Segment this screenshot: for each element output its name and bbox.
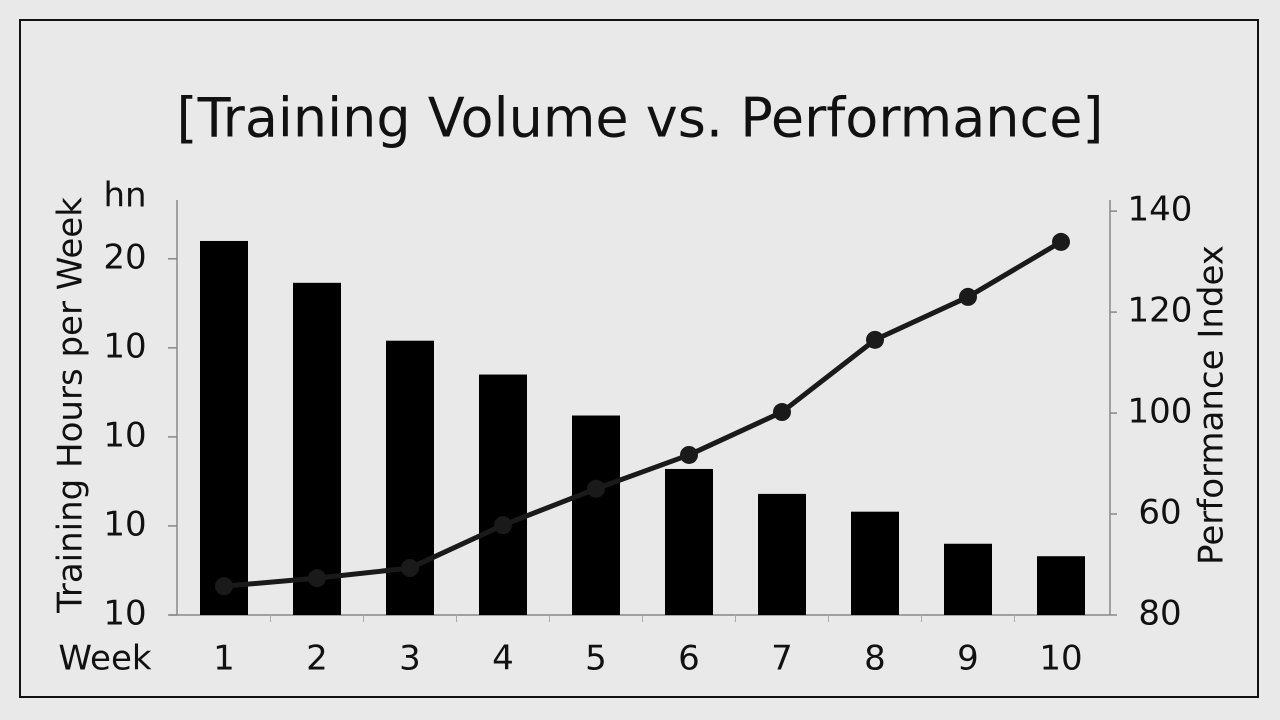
y2-tick-label: 140 — [1128, 190, 1193, 230]
line-marker — [680, 445, 698, 464]
y2-tick-label: 120 — [1128, 291, 1193, 331]
y-tick-label: 10 — [103, 594, 146, 634]
line-marker — [866, 330, 884, 349]
x-tick-label: 3 — [399, 639, 421, 679]
x-tick-label: 2 — [306, 639, 328, 679]
line — [223, 239, 1063, 589]
x-tick-label: 8 — [864, 639, 886, 679]
x-tick-label: 4 — [492, 639, 514, 679]
x-tick-label: 5 — [585, 639, 607, 679]
x-axis-label: Week — [58, 639, 151, 679]
y2-axis-label: Performance Index — [1192, 245, 1232, 565]
bar — [479, 374, 527, 615]
line-marker — [959, 287, 977, 306]
line-marker — [773, 403, 791, 422]
bar — [944, 543, 992, 615]
line-marker — [494, 516, 512, 535]
y-tick-label: 10 — [103, 415, 146, 455]
x-tick-label: 10 — [1039, 639, 1082, 679]
y2-tick-label: 100 — [1128, 392, 1193, 432]
bar — [758, 493, 806, 615]
line-marker — [308, 569, 326, 588]
x-tick-label: 9 — [957, 639, 979, 679]
x-tick-label: 1 — [213, 639, 235, 679]
line-marker — [587, 479, 605, 498]
x-tick-label: 6 — [678, 639, 700, 679]
bar — [851, 511, 899, 615]
bar — [572, 415, 620, 615]
y2-tick-label: 80 — [1138, 594, 1181, 634]
line-marker — [1052, 232, 1070, 251]
chart-title: [Training Volume vs. Performance] — [177, 87, 1104, 150]
y-tick-label: 10 — [103, 504, 146, 544]
line-marker — [401, 559, 419, 578]
x-tick-label: 7 — [771, 639, 793, 679]
y-tick-label: 10 — [103, 326, 146, 366]
line-marker — [215, 577, 233, 596]
y-axis-label: Training Hours per Week — [51, 197, 91, 614]
y-tick-label: 20 — [103, 237, 146, 277]
y2-tick-label: 60 — [1138, 493, 1181, 533]
y-axis-unit: hn — [103, 176, 146, 216]
bar — [200, 240, 248, 615]
frame — [19, 19, 1259, 698]
bar — [665, 468, 713, 615]
bar — [293, 282, 341, 615]
bar — [1037, 556, 1085, 615]
